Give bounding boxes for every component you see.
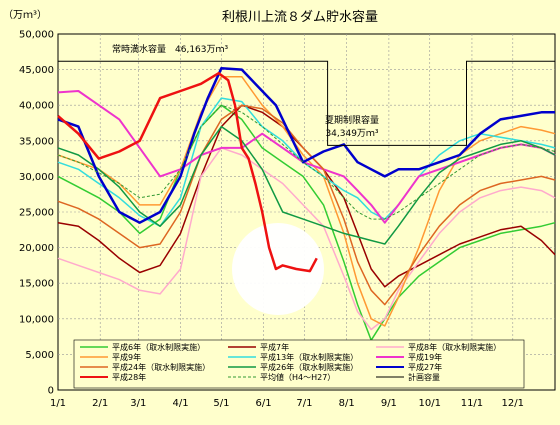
x-tick-label: 8/1 — [339, 398, 355, 409]
x-tick-label: 9/1 — [381, 398, 397, 409]
chart-title: 利根川上流８ダム貯水容量 — [222, 9, 378, 25]
series-line — [57, 104, 556, 220]
y-tick-label: 15,000 — [19, 279, 54, 290]
series-line — [57, 104, 556, 306]
x-tick-label: 10/1 — [418, 398, 440, 409]
legend-label: 平成8年（取水制限実施） — [408, 342, 501, 352]
flood-capacity-annotation-line1: 夏期制限容量 — [325, 114, 379, 126]
highlight-series-layer — [57, 71, 318, 273]
full-capacity-annotation: 常時満水容量 46,163万ｍ³ — [112, 43, 228, 55]
x-tick-label: 2/1 — [92, 398, 108, 409]
legend-box — [73, 339, 525, 389]
legend: 平成6年（取水制限実施） 平成7年 平成8年（取水制限実施） 平成9年 平成13年（取水… — [73, 339, 525, 389]
capacity-line — [58, 60, 555, 146]
legend-label: 平成28年 — [112, 372, 146, 382]
legend-label: 平成26年（取水制限実施） — [260, 362, 358, 372]
x-tick-label: 3/1 — [130, 398, 146, 409]
y-tick-label: 35,000 — [19, 136, 54, 147]
y-tick-label: 30,000 — [19, 172, 54, 183]
y-tick-label: 45,000 — [19, 65, 54, 76]
series-layer — [57, 66, 556, 341]
y-tick-label: 40,000 — [19, 101, 54, 112]
y-tick-label: 10,000 — [19, 314, 54, 325]
series-line — [57, 71, 318, 273]
y-tick-label: 25,000 — [19, 208, 54, 219]
series-line — [57, 66, 555, 224]
x-tick-label: 5/1 — [213, 398, 229, 409]
capacity-layer — [58, 60, 555, 146]
legend-label: 平成13年（取水制限実施） — [260, 352, 358, 362]
legend-label: 平成9年 — [112, 352, 141, 362]
y-tick-label: 20,000 — [19, 243, 54, 254]
legend-label: 平成19年 — [408, 352, 442, 362]
flood-capacity-annotation-line2: 34,349万ｍ³ — [325, 129, 378, 139]
x-tick-label: 12/1 — [502, 398, 524, 409]
x-tick-label: 11/1 — [461, 398, 483, 409]
series-line — [57, 104, 556, 341]
legend-label: 平成7年 — [260, 342, 289, 352]
x-tick-label: 1/1 — [50, 398, 66, 409]
legend-items: 平成6年（取水制限実施） 平成7年 平成8年（取水制限実施） 平成9年 平成13年（取水… — [80, 342, 501, 382]
y-axis-label: （万ｍ³） — [3, 9, 47, 21]
x-tick-labels: 1/1 2/1 3/1 4/1 5/1 6/1 7/1 8/1 9/1 10/1 11/1 12/1 — [50, 398, 524, 409]
x-tick-label: 7/1 — [296, 398, 312, 409]
y-tick-labels: 0 5,000 10,000 15,000 20,000 25,000 30,000 35,0… — [19, 30, 54, 397]
legend-label: 平成27年 — [408, 362, 442, 372]
y-tick-label: 5,000 — [25, 350, 54, 361]
legend-label: 平成24年（取水制限実施） — [112, 362, 210, 372]
y-tick-label: 50,000 — [19, 30, 54, 41]
series-line — [57, 125, 556, 245]
y-tick-label: 0 — [48, 386, 54, 397]
x-tick-label: 6/1 — [256, 398, 272, 409]
legend-label: 平成6年（取水制限実施） — [112, 342, 205, 352]
legend-label: 計画容量 — [408, 372, 440, 382]
x-tick-label: 4/1 — [173, 398, 189, 409]
legend-label: 平均値（H4〜H27） — [260, 372, 335, 382]
